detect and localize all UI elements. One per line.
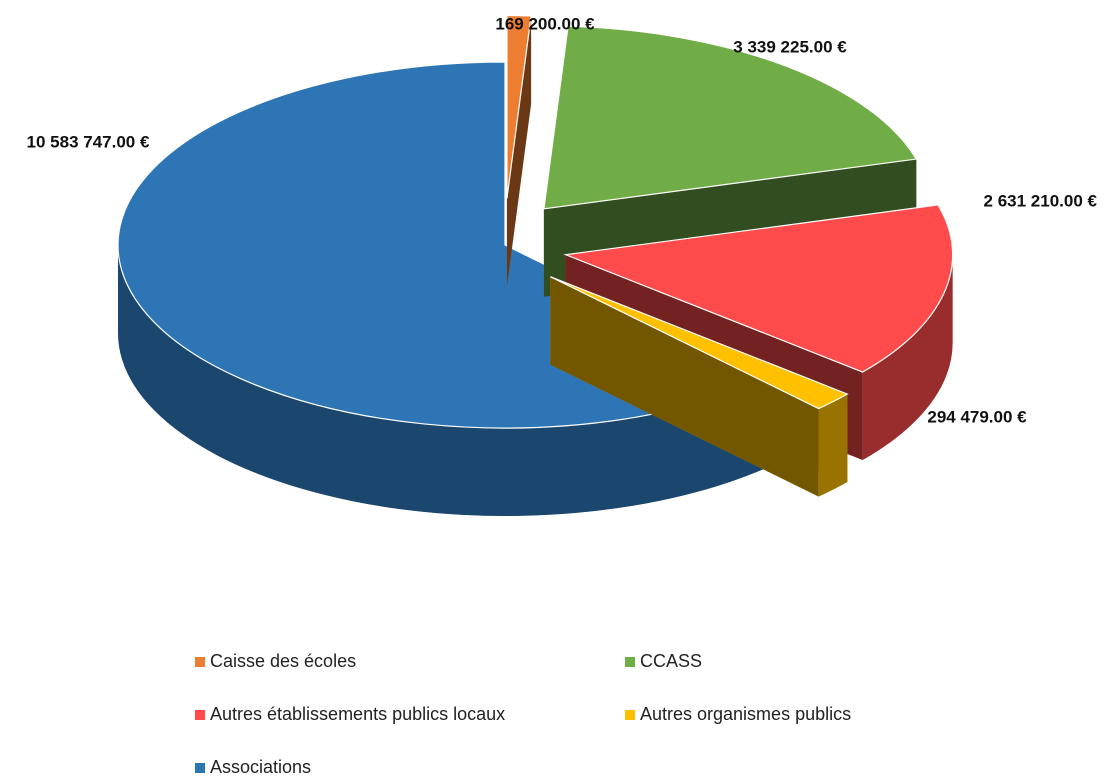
data-label: 3 339 225.00 € <box>733 37 847 56</box>
slice <box>507 16 531 287</box>
data-label: 10 583 747.00 € <box>27 132 150 151</box>
legend-swatch <box>195 710 205 720</box>
legend-swatch <box>195 763 205 773</box>
legend-swatch <box>195 657 205 667</box>
data-label: 294 479.00 € <box>927 407 1027 426</box>
legend-label: Autres organismes publics <box>640 704 851 724</box>
legend-label: CCASS <box>640 651 702 671</box>
legend-swatch <box>625 657 635 667</box>
data-label: 2 631 210.00 € <box>984 191 1098 210</box>
legend-label: Caisse des écoles <box>210 651 356 671</box>
slice-shade <box>819 394 848 497</box>
legend-label: Autres établissements publics locaux <box>210 704 505 724</box>
data-label: 169 200.00 € <box>495 14 595 33</box>
legend-swatch <box>625 710 635 720</box>
legend-label: Associations <box>210 757 311 776</box>
